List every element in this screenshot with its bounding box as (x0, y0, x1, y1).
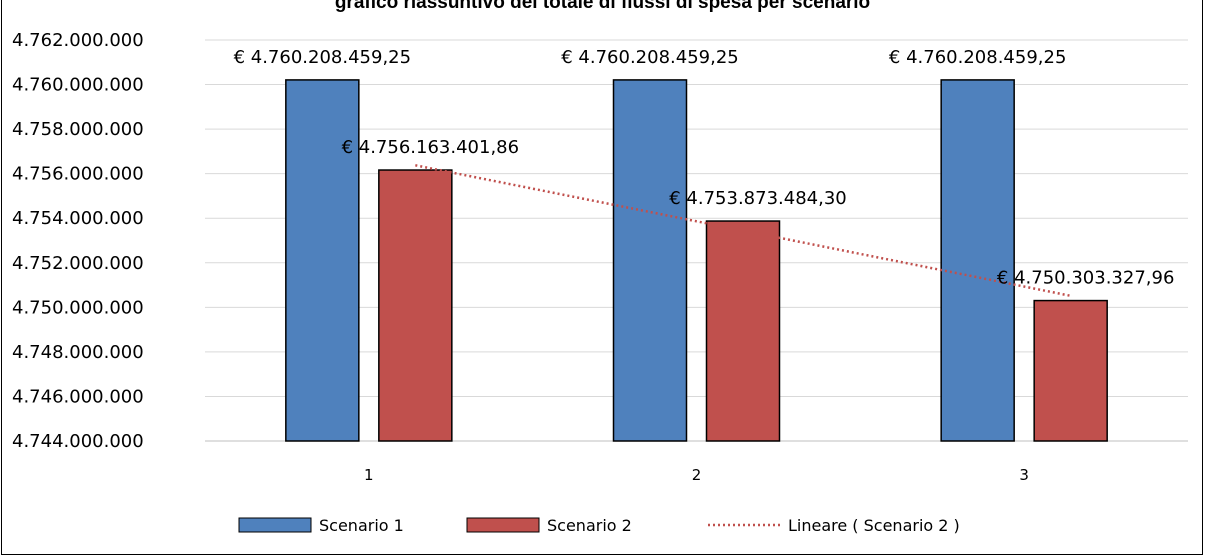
bar-scenario-2 (378, 169, 453, 442)
data-label: € 4.760.208.459,25 (561, 47, 739, 68)
trendline (415, 164, 1071, 298)
y-tick-label: 4.758.000.000 (12, 119, 144, 140)
data-label: € 4.760.208.459,25 (889, 47, 1067, 68)
x-tick-label: 1 (364, 466, 374, 484)
y-tick-label: 4.756.000.000 (12, 164, 144, 185)
trendline-group (415, 164, 1071, 298)
bar-scenario-1 (940, 79, 1015, 442)
y-axis-ticks: 4.744.000.000 4.746.000.000 4.748.000.000 4… (12, 30, 144, 452)
y-tick-label: 4.762.000.000 (12, 30, 144, 51)
gridlines (205, 39, 1188, 442)
y-tick-label: 4.754.000.000 (12, 208, 144, 229)
y-tick-label: 4.750.000.000 (12, 297, 144, 318)
y-tick-label: 4.746.000.000 (12, 386, 144, 407)
legend-item-scenario-2-swatch (466, 517, 540, 533)
legend: Scenario 1 Scenario 2 Lineare ( Scenario 2… (238, 516, 960, 535)
y-tick-label: 4.760.000.000 (12, 75, 144, 96)
x-axis-ticks: 1 2 3 (364, 466, 1029, 484)
bar-scenario-2 (1033, 299, 1108, 442)
y-tick-label: 4.744.000.000 (12, 431, 144, 452)
y-tick-label: 4.748.000.000 (12, 342, 144, 363)
bar-scenario-1 (285, 79, 360, 442)
chart-title: grafico riassuntivo del totale di flussi… (334, 0, 871, 13)
data-label: € 4.756.163.401,86 (342, 137, 520, 158)
bars (285, 79, 1108, 442)
data-label: € 4.750.303.327,96 (997, 268, 1175, 289)
legend-item-scenario-1-label: Scenario 1 (319, 516, 404, 535)
x-tick-label: 2 (692, 466, 702, 484)
legend-item-scenario-1-swatch (238, 517, 312, 533)
y-tick-label: 4.752.000.000 (12, 253, 144, 274)
data-label: € 4.760.208.459,25 (234, 47, 412, 68)
legend-item-scenario-2-label: Scenario 2 (547, 516, 632, 535)
legend-item-trendline-label: Lineare ( Scenario 2 ) (788, 516, 960, 535)
data-label: € 4.753.873.484,30 (669, 188, 847, 209)
bar-scenario-1 (612, 79, 688, 442)
data-labels: € 4.760.208.459,25 € 4.756.163.401,86 € 4.… (234, 47, 1175, 289)
x-tick-label: 3 (1019, 466, 1029, 484)
bar-scenario-2 (705, 220, 781, 442)
